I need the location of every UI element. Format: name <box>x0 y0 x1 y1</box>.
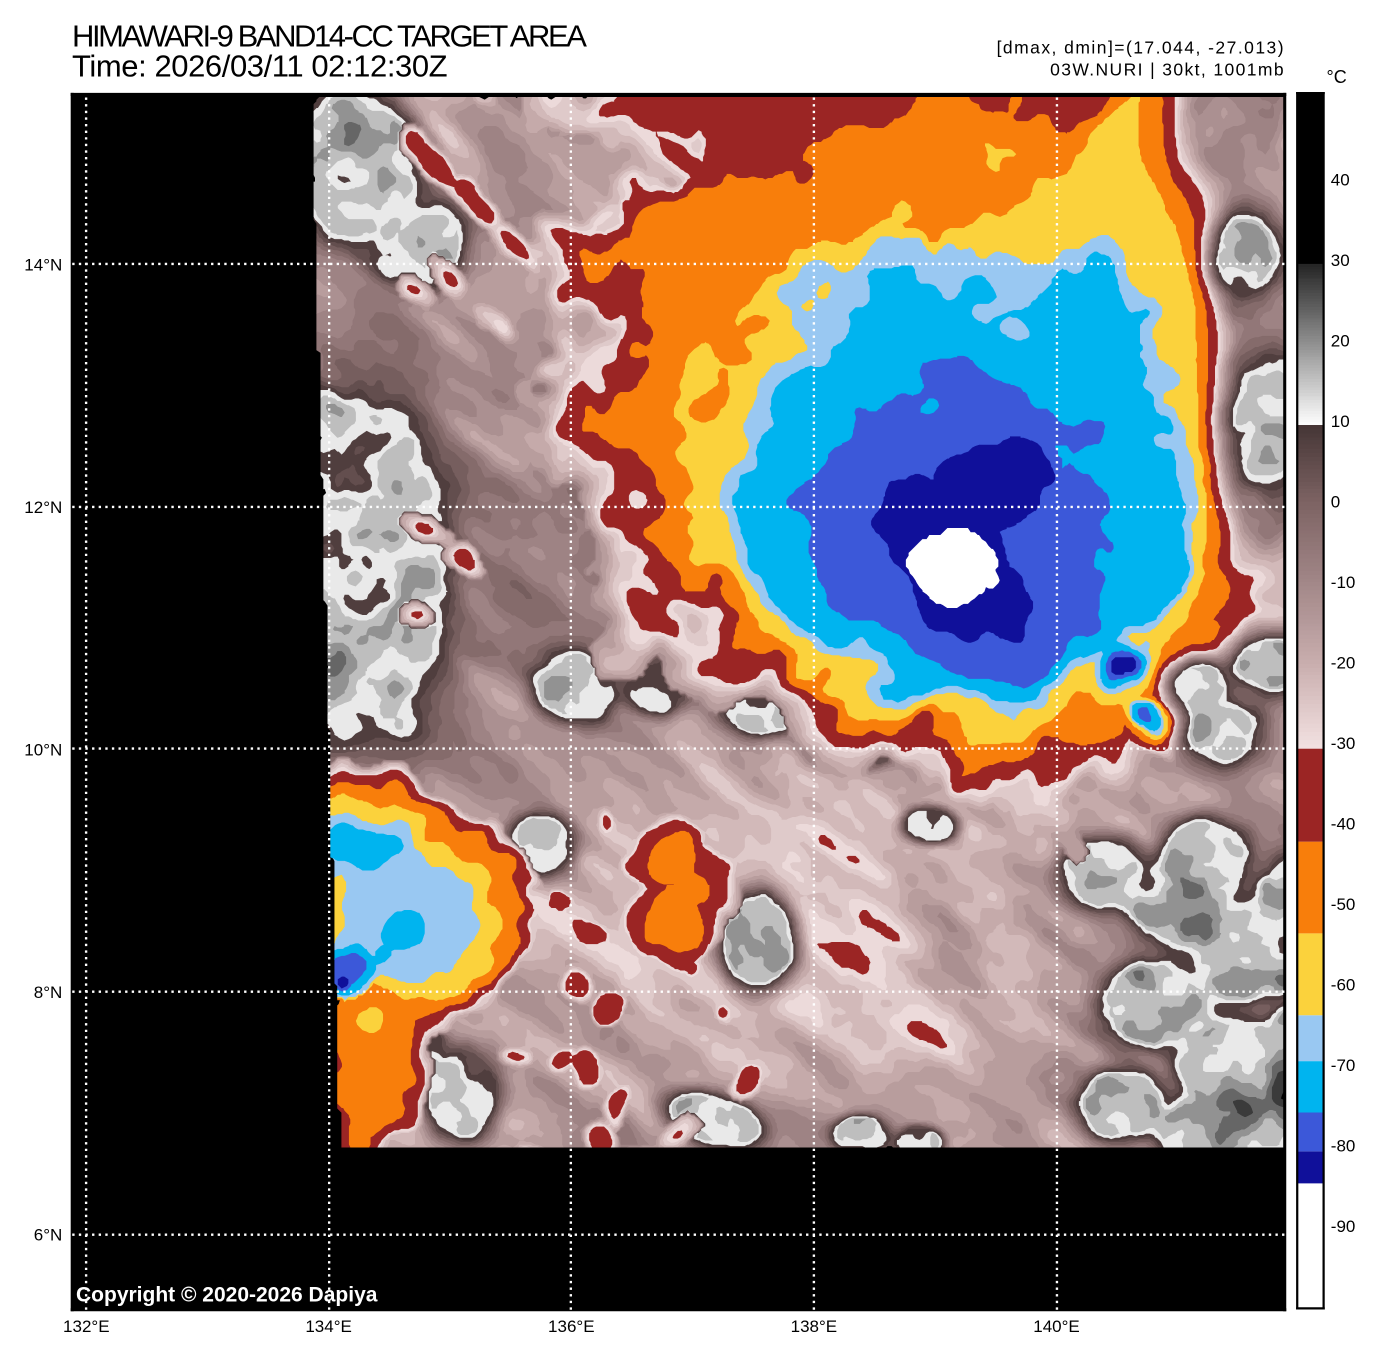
svg-text:-90: -90 <box>1331 1217 1356 1236</box>
svg-text:6°N: 6°N <box>34 1225 63 1244</box>
svg-text:12°N: 12°N <box>24 498 62 517</box>
svg-text:8°N: 8°N <box>34 983 63 1002</box>
svg-text:Copyright © 2020-2026 Dapiya: Copyright © 2020-2026 Dapiya <box>76 1283 378 1306</box>
svg-text:14°N: 14°N <box>24 256 62 275</box>
svg-text:138°E: 138°E <box>791 1317 838 1336</box>
svg-text:134°E: 134°E <box>305 1317 352 1336</box>
svg-text:0: 0 <box>1331 492 1340 511</box>
svg-text:140°E: 140°E <box>1033 1317 1080 1336</box>
svg-text:-70: -70 <box>1331 1056 1356 1075</box>
svg-text:30: 30 <box>1331 251 1350 270</box>
svg-text:10: 10 <box>1331 412 1350 431</box>
svg-text:-40: -40 <box>1331 814 1356 833</box>
svg-text:-60: -60 <box>1331 975 1356 994</box>
svg-text:20: 20 <box>1331 331 1350 350</box>
svg-text:-80: -80 <box>1331 1137 1356 1156</box>
svg-text:-20: -20 <box>1331 653 1356 672</box>
svg-text:-50: -50 <box>1331 895 1356 914</box>
svg-text:°C: °C <box>1327 67 1347 87</box>
svg-text:40: 40 <box>1331 170 1350 189</box>
svg-text:-10: -10 <box>1331 573 1356 592</box>
svg-text:-30: -30 <box>1331 734 1356 753</box>
svg-text:Time: 2026/03/11 02:12:30Z: Time: 2026/03/11 02:12:30Z <box>72 49 447 84</box>
svg-text:HIMAWARI-9 BAND14-CC TARGET AR: HIMAWARI-9 BAND14-CC TARGET AREA <box>72 18 587 53</box>
svg-text:03W.NURI | 30kt, 1001mb: 03W.NURI | 30kt, 1001mb <box>1050 60 1285 80</box>
svg-text:[dmax, dmin]=(17.044, -27.013): [dmax, dmin]=(17.044, -27.013) <box>997 38 1285 58</box>
svg-text:136°E: 136°E <box>548 1317 595 1336</box>
svg-text:10°N: 10°N <box>24 740 62 759</box>
svg-text:132°E: 132°E <box>63 1317 110 1336</box>
